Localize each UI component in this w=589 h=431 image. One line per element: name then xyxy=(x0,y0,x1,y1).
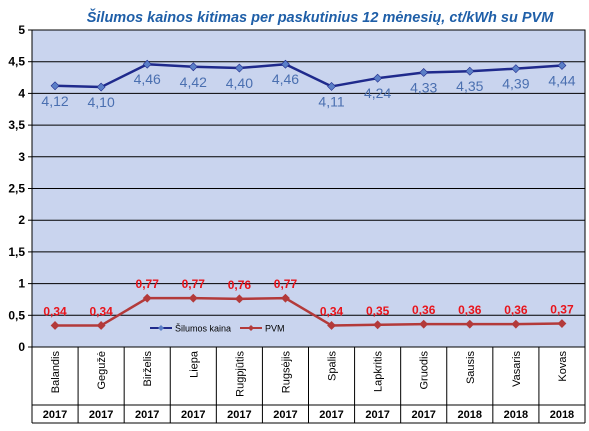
data-point xyxy=(557,319,567,328)
data-point xyxy=(465,66,475,76)
y-tick-label: 0,5 xyxy=(8,308,25,322)
data-point xyxy=(557,61,567,70)
data-point xyxy=(96,321,106,330)
year-label: 2017 xyxy=(181,409,205,421)
chart-title: Šilumos kainos kitimas per paskutinius 1… xyxy=(87,8,554,26)
data-label: 0,36 xyxy=(412,303,436,317)
x-tick-label: Sausis xyxy=(465,351,477,385)
x-tick-label: Kovas xyxy=(557,351,569,382)
legend-marker xyxy=(158,325,164,331)
y-tick-label: 2,5 xyxy=(8,182,25,196)
data-label: 0,34 xyxy=(89,304,113,318)
year-label: 2017 xyxy=(135,409,159,421)
x-tick-label: Gruodis xyxy=(419,351,431,390)
data-label: 4,12 xyxy=(41,93,68,109)
data-label: 4,42 xyxy=(180,74,207,90)
year-label: 2017 xyxy=(227,409,251,421)
data-label: 4,10 xyxy=(88,94,115,110)
data-label: 4,40 xyxy=(226,75,253,91)
year-label: 2017 xyxy=(411,409,435,421)
data-point xyxy=(327,82,336,91)
year-label: 2018 xyxy=(504,409,528,421)
year-label: 2017 xyxy=(365,409,389,421)
data-label: 0,37 xyxy=(550,303,574,317)
legend-label: PVM xyxy=(265,324,285,334)
data-label: 4,35 xyxy=(456,78,483,94)
data-label: 4,46 xyxy=(272,71,299,87)
y-tick-label: 3,5 xyxy=(8,118,25,132)
data-point xyxy=(373,320,383,330)
series-line xyxy=(55,62,563,89)
data-label: 0,76 xyxy=(228,278,252,292)
y-tick-label: 3 xyxy=(18,150,25,164)
data-label: 0,36 xyxy=(504,303,528,317)
data-label: 4,46 xyxy=(134,71,161,87)
x-tick-label: Vasaris xyxy=(511,351,523,387)
x-tick-label: Gegužė xyxy=(96,351,108,390)
data-point xyxy=(234,63,244,73)
data-point xyxy=(281,293,290,303)
year-label: 2017 xyxy=(319,409,343,421)
year-label: 2017 xyxy=(273,409,297,421)
y-tick-label: 4,5 xyxy=(8,55,25,69)
y-tick-label: 1,5 xyxy=(8,245,25,259)
data-point xyxy=(419,68,429,77)
data-label: 0,36 xyxy=(458,303,482,317)
data-point xyxy=(327,321,336,330)
data-label: 4,11 xyxy=(318,93,344,109)
data-point xyxy=(188,293,198,303)
data-point xyxy=(281,59,290,69)
data-label: 0,77 xyxy=(182,277,206,291)
x-tick-label: Rugpjūtis xyxy=(234,351,246,397)
legend-marker xyxy=(248,325,254,331)
data-label: 0,77 xyxy=(274,277,298,291)
data-point xyxy=(234,294,244,304)
data-point xyxy=(142,59,152,69)
x-tick-label: Lapkritis xyxy=(373,351,385,392)
data-point xyxy=(511,64,521,74)
data-point xyxy=(511,319,521,329)
data-point xyxy=(50,81,60,91)
data-label: 4,33 xyxy=(410,79,437,95)
year-label: 2018 xyxy=(550,409,574,421)
x-tick-label: Spalis xyxy=(327,351,339,381)
y-tick-label: 0 xyxy=(18,340,25,354)
year-label: 2017 xyxy=(43,409,67,421)
data-point xyxy=(96,82,106,92)
data-point xyxy=(373,73,383,83)
y-tick-label: 1 xyxy=(18,277,25,291)
series-line xyxy=(55,296,562,327)
data-label: 0,77 xyxy=(136,277,160,291)
y-tick-label: 5 xyxy=(18,23,25,37)
data-label: 0,35 xyxy=(366,304,390,318)
data-point xyxy=(419,319,429,329)
data-label: 4,39 xyxy=(502,76,529,92)
x-tick-label: Liepa xyxy=(188,350,200,378)
data-label: 0,34 xyxy=(320,304,344,318)
data-label: 4,24 xyxy=(364,85,391,101)
legend-label: Šilumos kaina xyxy=(175,324,231,334)
data-point xyxy=(465,319,475,329)
data-point xyxy=(188,62,198,72)
x-tick-label: Balandis xyxy=(50,351,62,394)
y-tick-label: 4 xyxy=(18,86,25,100)
x-tick-label: Rugsėjis xyxy=(280,351,292,394)
data-point xyxy=(50,321,60,330)
data-point xyxy=(142,293,152,303)
year-label: 2018 xyxy=(458,409,482,421)
data-label: 0,34 xyxy=(43,304,67,318)
data-label: 4,44 xyxy=(548,73,575,89)
x-tick-label: Birželis xyxy=(142,351,154,387)
y-tick-label: 2 xyxy=(18,213,25,227)
year-label: 2017 xyxy=(89,409,113,421)
